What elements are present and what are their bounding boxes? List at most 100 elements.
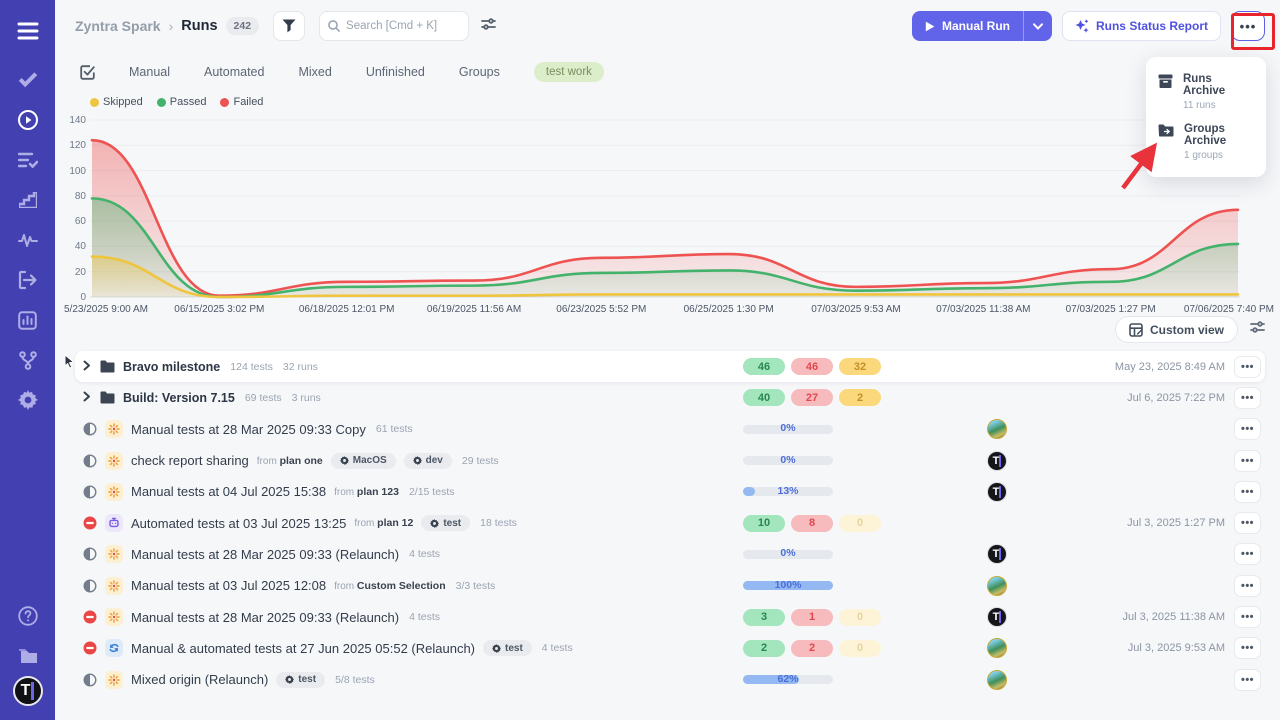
custom-view-button[interactable]: Custom view (1114, 316, 1238, 343)
tab-manual[interactable]: Manual (129, 65, 170, 79)
row-menu-button[interactable]: ••• (1234, 606, 1261, 629)
tab-mixed[interactable]: Mixed (298, 65, 332, 79)
row-menu-button[interactable]: ••• (1234, 543, 1261, 566)
row-menu-button[interactable]: ••• (1234, 386, 1261, 409)
manual-run-icon (105, 576, 123, 595)
legend-dot (156, 97, 166, 107)
assignee-avatar[interactable] (987, 669, 1007, 690)
expand-chevron-icon[interactable] (83, 390, 91, 405)
sidebar-item-analytics-pulse[interactable] (0, 220, 55, 260)
assignee-avatar[interactable] (987, 638, 1007, 659)
table-row-group[interactable]: Build: Version 7.15 69 tests 3 runs 40 27 … (75, 382, 1265, 413)
status-pending-icon (83, 547, 97, 561)
assignee-avatar[interactable]: T (987, 481, 1007, 502)
sidebar-item-plans[interactable] (0, 140, 55, 180)
breadcrumb-project[interactable]: Zyntra Spark (75, 18, 161, 34)
run-tests-meta: 4 tests (409, 548, 441, 561)
runs-status-report-button[interactable]: Runs Status Report (1061, 11, 1221, 41)
help-icon[interactable] (0, 596, 55, 636)
table-row-run[interactable]: Mixed origin (Relaunch) test 5/8 tests 62%… (75, 664, 1265, 695)
chart-x-axis-labels: 5/23/2025 9:00 AM 06/15/2025 3:02 PM 06/18… (64, 304, 1274, 320)
table-row-run[interactable]: check report sharing from plan one MacOS de… (75, 445, 1265, 476)
row-menu-button[interactable]: ••• (1234, 480, 1261, 503)
tab-unfinished[interactable]: Unfinished (365, 65, 425, 79)
run-title[interactable]: Manual tests at 28 Mar 2025 09:33 Copy (131, 421, 366, 437)
assignee-avatar[interactable] (987, 575, 1007, 596)
custom-view-label: Custom view (1149, 322, 1224, 337)
app-logo[interactable]: T (12, 676, 43, 706)
progress-bar: 62% (743, 672, 833, 685)
row-menu-button[interactable]: ••• (1234, 512, 1261, 535)
sidebar-item-runs[interactable] (0, 100, 55, 140)
dropdown-item-label: Groups Archive (1184, 123, 1227, 147)
search-box[interactable] (319, 11, 470, 41)
row-menu-button[interactable]: ••• (1234, 355, 1261, 378)
x-axis-tick: 07/03/2025 11:38 AM (936, 304, 1031, 315)
search-settings-icon[interactable] (481, 17, 496, 36)
row-menu-button[interactable]: ••• (1234, 637, 1261, 660)
table-row-run[interactable]: Manual tests at 04 Jul 2025 15:38 from pl… (75, 476, 1265, 507)
manual-run-button[interactable]: Manual Run (911, 11, 1052, 41)
table-row-run[interactable]: Manual tests at 03 Jul 2025 12:08 from Cu… (75, 570, 1265, 601)
select-runs-icon[interactable] (80, 64, 95, 80)
tab-groups[interactable]: Groups (458, 65, 500, 79)
tab-test-work[interactable]: test work (533, 62, 604, 82)
progress-label: 0% (780, 422, 796, 435)
run-title[interactable]: Manual & automated tests at 27 Jun 2025 … (131, 640, 475, 656)
table-row-run[interactable]: Manual tests at 28 Mar 2025 09:33 Copy 61… (75, 414, 1265, 445)
dropdown-item-runs-archive[interactable]: Runs Archive 11 runs (1158, 67, 1254, 117)
table-row-run[interactable]: Manual tests at 28 Mar 2025 09:33 (Relau… (75, 539, 1265, 570)
row-menu-button[interactable]: ••• (1234, 449, 1261, 472)
progress-bar: 13% (743, 485, 833, 497)
legend-item-skipped[interactable]: Skipped (90, 96, 143, 108)
run-title[interactable]: Automated tests at 03 Jul 2025 13:25 (131, 515, 347, 531)
row-menu-button[interactable]: ••• (1234, 574, 1261, 597)
result-stats: 40 27 2 (743, 389, 881, 407)
run-title[interactable]: Mixed origin (Relaunch) (131, 672, 269, 688)
manual-run-icon (105, 670, 123, 689)
table-row-group[interactable]: Bravo milestone 124 tests 32 runs 46 46 32… (64, 351, 1265, 383)
sidebar-item-tests[interactable] (0, 60, 55, 100)
progress-label: 100% (774, 578, 802, 591)
tag-pill: MacOS (330, 452, 396, 469)
tag-pill: dev (403, 452, 452, 469)
table-row-run[interactable]: Automated tests at 03 Jul 2025 13:25 from… (75, 507, 1265, 538)
search-input[interactable] (346, 20, 457, 32)
group-meta: 32 runs (282, 360, 318, 373)
sidebar-item-reports[interactable] (0, 300, 55, 340)
row-menu-button[interactable]: ••• (1234, 668, 1261, 691)
tab-automated[interactable]: Automated (204, 65, 265, 79)
run-from: from Custom Selection (334, 579, 446, 592)
assignee-avatar[interactable] (987, 419, 1007, 440)
table-row-run[interactable]: Manual & automated tests at 27 Jun 2025 … (75, 633, 1265, 664)
table-row-run[interactable]: Manual tests at 28 Mar 2025 09:33 (Relau… (75, 601, 1265, 632)
run-title[interactable]: check report sharing (131, 453, 249, 469)
more-actions-button[interactable]: ••• (1231, 11, 1265, 41)
runs-count-badge: 242 (225, 17, 260, 35)
projects-icon[interactable] (0, 636, 55, 676)
assignee-avatar[interactable]: T (987, 607, 1007, 628)
assignee-avatar[interactable]: T (987, 544, 1007, 565)
sidebar-item-import[interactable] (0, 260, 55, 300)
expand-chevron-icon[interactable] (83, 359, 91, 374)
legend-item-passed[interactable]: Passed (156, 96, 206, 108)
sidebar-item-branches[interactable] (0, 340, 55, 380)
run-title[interactable]: Manual tests at 28 Mar 2025 09:33 (Relau… (131, 546, 400, 562)
row-menu-button[interactable]: ••• (1234, 418, 1261, 441)
manual-run-dropdown-toggle[interactable] (1022, 11, 1052, 41)
run-tests-meta: 18 tests (480, 517, 517, 530)
run-title[interactable]: Manual tests at 03 Jul 2025 12:08 (131, 578, 327, 594)
columns-settings-icon[interactable] (1250, 320, 1265, 339)
run-title[interactable]: Manual tests at 28 Mar 2025 09:33 (Relau… (131, 609, 400, 625)
run-title[interactable]: Manual tests at 04 Jul 2025 15:38 (131, 484, 327, 500)
stat-failed: 46 (791, 358, 833, 376)
menu-icon[interactable] (0, 12, 55, 50)
sidebar-item-milestones[interactable] (0, 180, 55, 220)
progress-label: 62% (777, 672, 799, 685)
sidebar-item-settings[interactable] (0, 380, 55, 420)
assignee-avatar[interactable]: T (987, 450, 1007, 471)
legend-item-failed[interactable]: Failed (220, 96, 263, 108)
runs-table: Bravo milestone 124 tests 32 runs 46 46 32… (64, 351, 1265, 695)
dropdown-item-groups-archive[interactable]: Groups Archive 1 groups (1158, 117, 1254, 167)
filter-button[interactable] (273, 11, 306, 41)
